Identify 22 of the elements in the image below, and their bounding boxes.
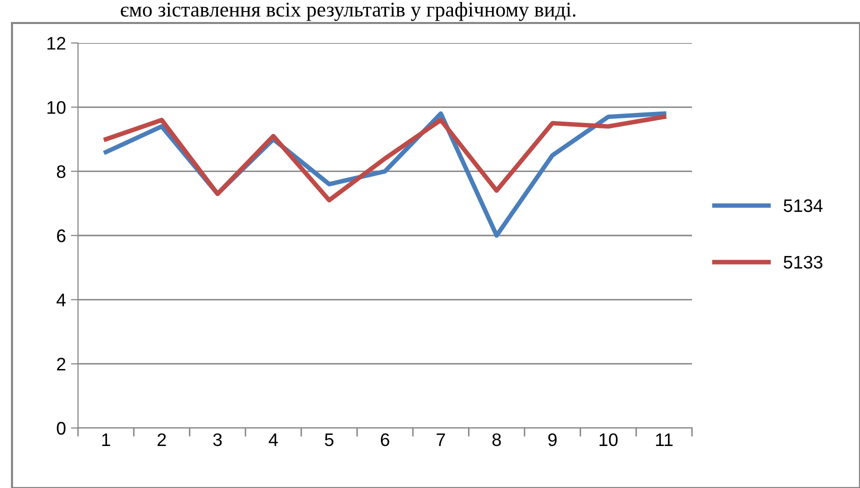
y-tick-label: 0 xyxy=(56,422,66,435)
x-tick-label: 10 xyxy=(600,433,618,446)
y-tick-label: 6 xyxy=(57,229,66,242)
x-tick-label: 8 xyxy=(492,433,501,446)
x-tick-label: 4 xyxy=(268,434,278,446)
y-tick-label: 8 xyxy=(56,165,66,178)
x-tick-label: 11 xyxy=(656,434,673,446)
text: ємо зіставлення всіх результатів у графічному виді. xyxy=(120,2,576,21)
y-tick-label: 2 xyxy=(57,358,66,370)
y-tick-label: 12 xyxy=(47,36,66,50)
y-tick-label: 4 xyxy=(56,294,66,306)
line-series xyxy=(104,114,666,202)
legend-label: 5133 xyxy=(784,256,822,269)
x-tick-label: 5 xyxy=(324,434,334,446)
x-tick-label: 2 xyxy=(158,433,166,446)
x-tick-label: 7 xyxy=(436,434,445,446)
x-tick-label: 9 xyxy=(548,433,557,446)
x-tick-label: 3 xyxy=(213,433,222,446)
x-tick-label: 1 xyxy=(102,434,110,446)
y-tick-label: 10 xyxy=(47,101,66,114)
x-tick-label: 6 xyxy=(380,433,390,446)
legend-label: 5134 xyxy=(784,199,823,212)
